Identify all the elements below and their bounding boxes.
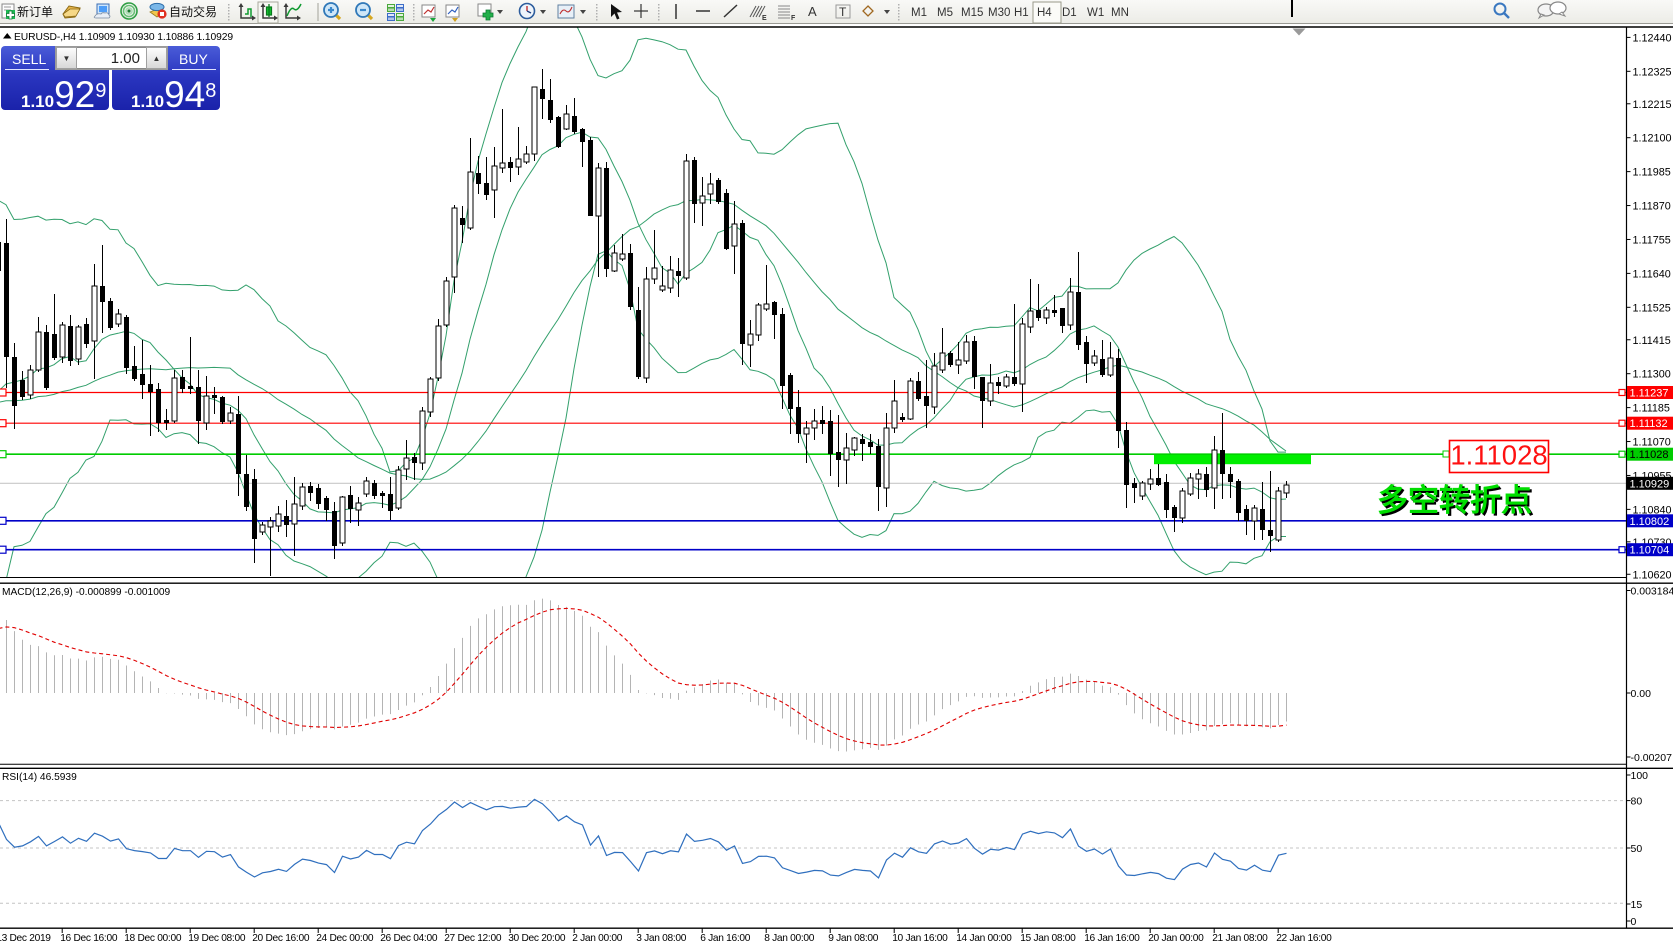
- svg-text:30 Dec 20:00: 30 Dec 20:00: [508, 933, 566, 944]
- svg-text:1.11870: 1.11870: [1633, 201, 1671, 213]
- svg-text:1.11640: 1.11640: [1633, 268, 1671, 280]
- svg-text:18 Dec 00:00: 18 Dec 00:00: [124, 933, 182, 944]
- svg-text:1.10929: 1.10929: [1630, 478, 1670, 490]
- svg-text:15: 15: [1631, 899, 1643, 911]
- svg-text:H1: H1: [1014, 7, 1029, 19]
- svg-text:1.12215: 1.12215: [1633, 99, 1672, 111]
- svg-text:15 Jan 08:00: 15 Jan 08:00: [1020, 933, 1076, 944]
- svg-text:MN: MN: [1111, 7, 1129, 19]
- svg-text:22 Jan 16:00: 22 Jan 16:00: [1276, 933, 1332, 944]
- svg-text:M30: M30: [988, 7, 1010, 19]
- svg-text:2 Jan 00:00: 2 Jan 00:00: [572, 933, 623, 944]
- svg-text:E: E: [762, 15, 767, 22]
- svg-text:新订单: 新订单: [17, 4, 53, 19]
- svg-text:9 Jan 08:00: 9 Jan 08:00: [828, 933, 879, 944]
- svg-text:A: A: [808, 4, 817, 19]
- svg-text:1.11070: 1.11070: [1633, 437, 1671, 449]
- svg-text:10 Jan 16:00: 10 Jan 16:00: [892, 933, 948, 944]
- svg-text:-0.00207: -0.00207: [1631, 752, 1673, 764]
- svg-text:0.003184: 0.003184: [1631, 586, 1673, 598]
- svg-text:W1: W1: [1087, 7, 1104, 19]
- svg-text:1.11185: 1.11185: [1633, 403, 1670, 415]
- svg-text:0.00: 0.00: [1631, 688, 1652, 700]
- svg-text:6 Jan 16:00: 6 Jan 16:00: [700, 933, 751, 944]
- svg-text:27 Dec 12:00: 27 Dec 12:00: [444, 933, 502, 944]
- svg-text:1.11028: 1.11028: [1630, 449, 1669, 461]
- svg-text:1.11755: 1.11755: [1633, 234, 1671, 246]
- svg-text:8 Jan 00:00: 8 Jan 00:00: [764, 933, 815, 944]
- svg-text:1.11525: 1.11525: [1633, 302, 1671, 314]
- svg-text:1.10802: 1.10802: [1630, 516, 1670, 528]
- svg-text:T: T: [839, 5, 847, 19]
- svg-text:F: F: [791, 15, 796, 22]
- svg-text:EURUSD-,H4 1.10909 1.10930 1.: EURUSD-,H4 1.10909 1.10930 1.10886 1.109…: [14, 32, 233, 43]
- svg-text:21 Jan 08:00: 21 Jan 08:00: [1212, 933, 1268, 944]
- svg-text:16 Dec 16:00: 16 Dec 16:00: [60, 933, 118, 944]
- svg-text:多空转折点: 多空转折点: [1377, 483, 1532, 518]
- svg-text:3 Jan 08:00: 3 Jan 08:00: [636, 933, 687, 944]
- svg-text:1.10840: 1.10840: [1633, 504, 1672, 516]
- svg-text:D1: D1: [1062, 7, 1077, 19]
- svg-text:1.11985: 1.11985: [1633, 167, 1671, 179]
- svg-text:1.10704: 1.10704: [1630, 545, 1670, 557]
- svg-text:1.12325: 1.12325: [1633, 66, 1672, 78]
- svg-text:1.11237: 1.11237: [1630, 388, 1669, 400]
- svg-text:1.11300: 1.11300: [1633, 369, 1671, 381]
- svg-text:50: 50: [1631, 843, 1643, 855]
- svg-text:M5: M5: [937, 7, 953, 19]
- svg-text:1.11415: 1.11415: [1633, 335, 1671, 347]
- svg-text:24 Dec 00:00: 24 Dec 00:00: [316, 933, 374, 944]
- svg-text:20 Jan 00:00: 20 Jan 00:00: [1148, 933, 1204, 944]
- svg-text:M15: M15: [961, 7, 983, 19]
- svg-text:H4: H4: [1037, 7, 1052, 19]
- svg-text:20 Dec 16:00: 20 Dec 16:00: [252, 933, 310, 944]
- svg-text:1.12100: 1.12100: [1633, 133, 1672, 145]
- svg-text:0: 0: [1631, 916, 1637, 928]
- svg-text:多空转折点: 多空转折点: [1379, 485, 1534, 520]
- svg-text:14 Jan 00:00: 14 Jan 00:00: [956, 933, 1012, 944]
- svg-text:19 Dec 08:00: 19 Dec 08:00: [188, 933, 246, 944]
- svg-text:1.11028: 1.11028: [1450, 440, 1547, 471]
- svg-text:1.11132: 1.11132: [1630, 418, 1668, 430]
- svg-text:13 Dec 2019: 13 Dec 2019: [0, 933, 51, 944]
- svg-text:80: 80: [1631, 796, 1643, 808]
- svg-text:100: 100: [1631, 770, 1649, 782]
- svg-text:M1: M1: [911, 7, 927, 19]
- svg-text:16 Jan 16:00: 16 Jan 16:00: [1084, 933, 1140, 944]
- svg-text:自动交易: 自动交易: [169, 4, 217, 19]
- svg-text:1.12440: 1.12440: [1633, 32, 1672, 44]
- svg-text:26 Dec 04:00: 26 Dec 04:00: [380, 933, 438, 944]
- svg-text:1.10620: 1.10620: [1633, 569, 1672, 581]
- svg-text:MACD(12,26,9) -0.000899 -0.001: MACD(12,26,9) -0.000899 -0.001009: [2, 587, 171, 598]
- svg-text:RSI(14) 46.5939: RSI(14) 46.5939: [2, 772, 77, 783]
